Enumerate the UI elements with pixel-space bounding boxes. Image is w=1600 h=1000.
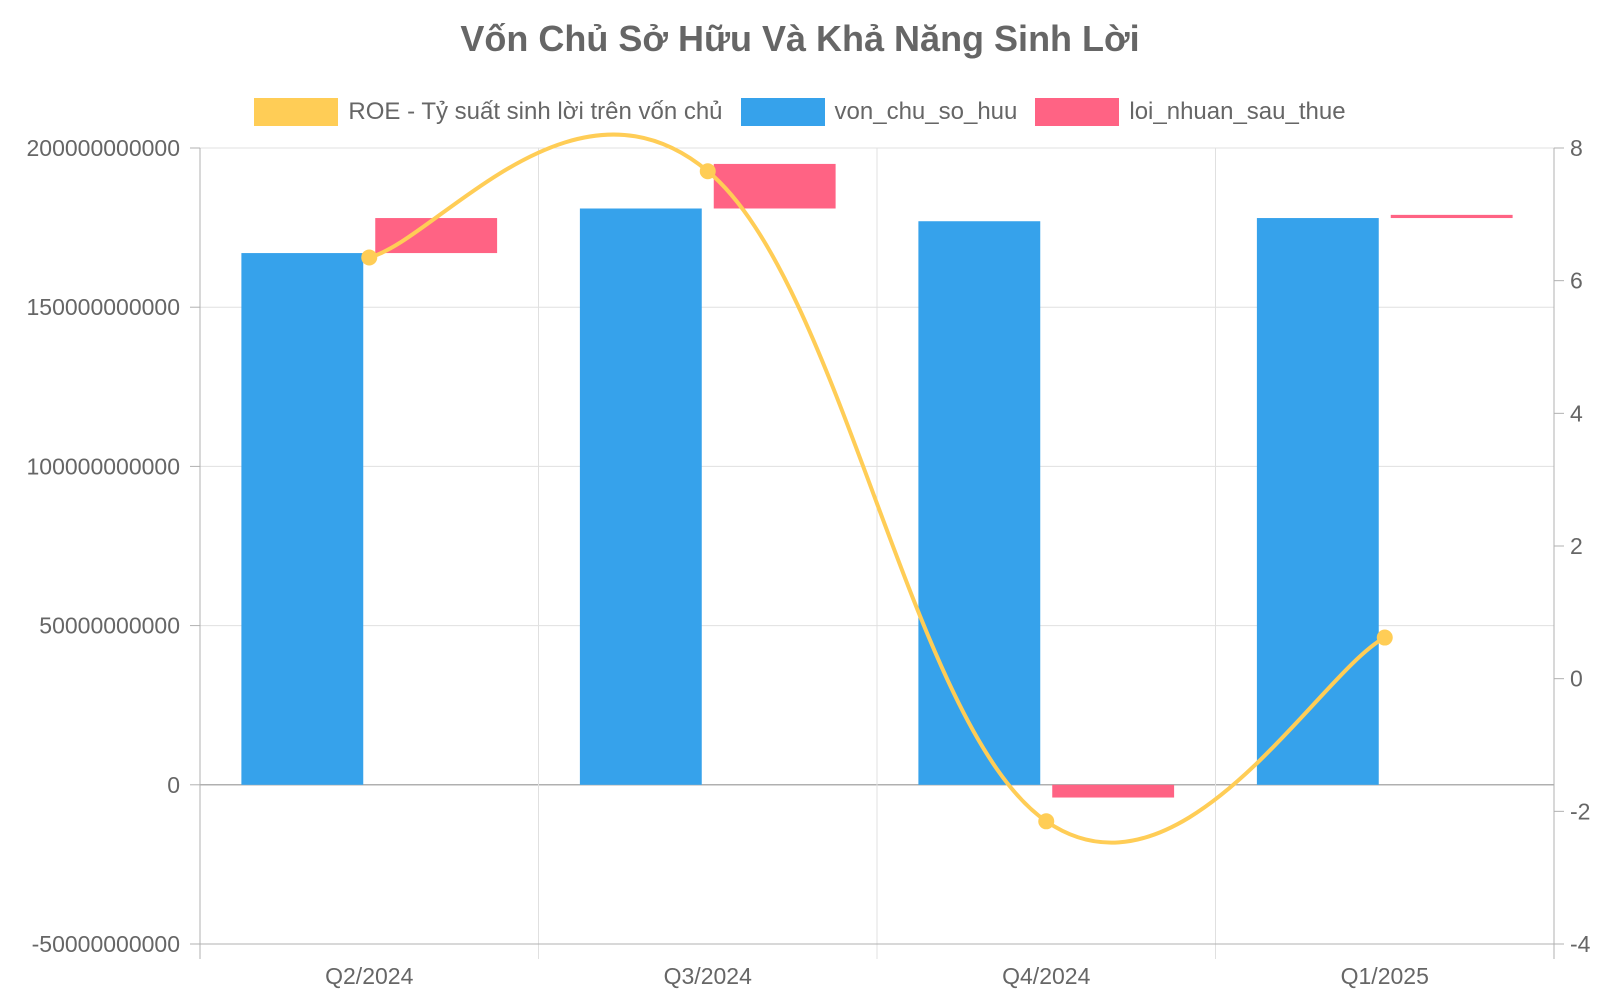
bar-von-chu-so-huu [918, 221, 1041, 785]
legend-swatch-roe [254, 98, 339, 126]
y-left-tick-label: -50000000000 [32, 931, 180, 957]
y-left-tick-label: 100000000000 [27, 453, 181, 479]
legend-item-loi-nhuan-sau-thue[interactable]: loi_nhuan_sau_thue [1035, 98, 1346, 126]
legend-label-von-chu-so-huu: von_chu_so_huu [834, 98, 1018, 125]
chart-title: Vốn Chủ Sở Hữu Và Khả Năng Sinh Lời [460, 18, 1140, 59]
legend-swatch-von-chu-so-huu [740, 98, 825, 126]
y-right-tick-label: 8 [1570, 135, 1583, 161]
point-roe [1038, 813, 1055, 830]
bar-loi-nhuan-sau-thue [1052, 784, 1175, 798]
point-roe [1376, 629, 1393, 646]
point-roe [699, 163, 716, 180]
y-right-tick-label: 6 [1570, 268, 1583, 294]
legend-item-roe[interactable]: ROE - Tỷ suất sinh lời trên vốn chủ [254, 98, 723, 126]
point-roe [361, 249, 378, 266]
bar-von-chu-so-huu [241, 253, 364, 785]
legend: ROE - Tỷ suất sinh lời trên vốn chủ von_… [0, 98, 1600, 126]
line-roe [368, 132, 1386, 845]
bar-loi-nhuan-sau-thue [713, 163, 836, 209]
y-left-tick-label: 200000000000 [27, 135, 181, 161]
y-left-tick-label: 50000000000 [39, 613, 180, 639]
legend-label-roe: ROE - Tỷ suất sinh lời trên vốn chủ [348, 98, 723, 125]
legend-label-loi-nhuan-sau-thue: loi_nhuan_sau_thue [1129, 98, 1346, 125]
x-tick-label: Q4/2024 [1002, 963, 1090, 989]
y-right-tick-label: -4 [1570, 931, 1591, 957]
bar-von-chu-so-huu [579, 208, 702, 785]
y-right-tick-label: 0 [1570, 666, 1583, 692]
x-tick-label: Q2/2024 [325, 963, 413, 989]
y-right-tick-label: 4 [1570, 400, 1583, 426]
x-tick-label: Q3/2024 [664, 963, 752, 989]
legend-swatch-loi-nhuan-sau-thue [1035, 98, 1120, 126]
x-tick-label: Q1/2025 [1341, 963, 1429, 989]
y-left-tick-label: 150000000000 [27, 294, 181, 320]
y-left-tick-label: 0 [167, 772, 180, 798]
legend-item-von-chu-so-huu[interactable]: von_chu_so_huu [740, 98, 1018, 126]
y-right-tick-label: 2 [1570, 533, 1583, 559]
bar-loi-nhuan-sau-thue [1390, 214, 1513, 219]
bar-von-chu-so-huu [1256, 218, 1379, 785]
y-right-tick-label: -2 [1570, 798, 1590, 824]
